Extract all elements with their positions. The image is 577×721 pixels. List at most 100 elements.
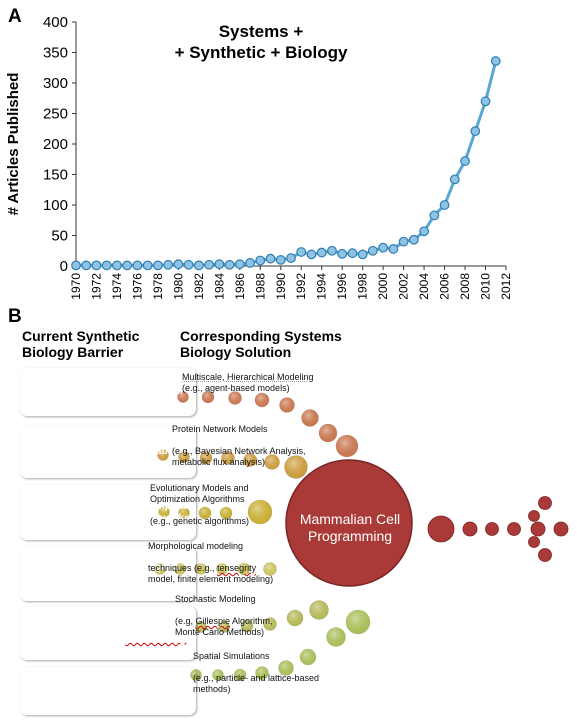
dot-highlight — [154, 563, 166, 575]
dot-highlight — [264, 454, 280, 470]
dot-highlight — [255, 393, 269, 407]
method-title: Evolutionary Models and Optimization Alg… — [150, 483, 249, 504]
barrier-text: Engineering cellular systems robust to b… — [25, 621, 191, 645]
data-point — [163, 259, 174, 270]
data-point — [101, 260, 112, 271]
dot-highlight — [178, 507, 190, 519]
core-circle — [285, 459, 413, 587]
x-tick-label: 1990 — [274, 273, 288, 300]
y-tick-label: 250 — [43, 106, 68, 123]
dot-highlight — [178, 451, 190, 463]
method-label-stochastic: Stochastic Modeling (e.g, Gillespie Algo… — [175, 583, 273, 649]
method-example-part: (e.g, — [175, 616, 196, 626]
barrier-text: Characterizing population-level emergent… — [33, 374, 183, 409]
data-point — [204, 259, 214, 270]
x-tick-label: 2000 — [376, 273, 390, 300]
barrier-text: Predicting cell morphological changes — [37, 561, 179, 585]
x-tick-label: 1978 — [151, 273, 165, 300]
barrier-box-spatial: Characterizing intracellular spatial cue… — [20, 667, 196, 715]
y-tick-label: 150 — [43, 167, 68, 184]
barrier-box-pathways: Forecasting interactions and dynamics in… — [20, 426, 196, 478]
y-axis-label: # Articles Published — [5, 73, 22, 216]
data-point — [439, 200, 450, 210]
dot-highlight — [202, 391, 214, 403]
data-point — [142, 260, 153, 271]
method-example: (e.g., genetic algorithms) — [150, 516, 250, 526]
y-tick-label: 0 — [60, 258, 68, 275]
chart-title-line: Systems + — [219, 22, 304, 41]
x-tick-label: 1984 — [212, 273, 226, 300]
chart-title-line: + Synthetic + Biology — [175, 43, 348, 62]
dot-highlight — [326, 627, 346, 647]
dot-highlight — [346, 610, 370, 634]
dot-highlight — [199, 507, 211, 519]
method-title: Multiscale, Hierarchical Modeling — [182, 372, 314, 382]
data-point — [153, 260, 163, 271]
data-point — [71, 260, 81, 271]
x-tick-label: 1982 — [192, 273, 206, 300]
data-point — [429, 210, 440, 221]
x-tick-label: 2012 — [499, 273, 513, 300]
articles-line-chart: 0 50 100 150 200 250 300 350 400 1970 1972 1974 1976… — [5, 14, 513, 300]
barrier-box-stochasticity: Engineering cellular systems robust to b… — [20, 606, 196, 660]
data-point — [214, 259, 225, 270]
data-point — [245, 258, 255, 268]
dot-highlight — [228, 391, 242, 405]
x-tick-label: 1994 — [315, 273, 329, 300]
barrier-box-morphology: Predicting cell morphological changes — [20, 546, 196, 601]
data-point — [460, 156, 470, 166]
data-point — [368, 245, 378, 256]
dot-highlight — [174, 563, 186, 575]
panel-a-letter: A — [8, 6, 22, 27]
y-tick-label: 100 — [43, 197, 68, 214]
dot-highlight — [319, 424, 337, 442]
barrier-text: Characterizing intracellular spatial cue… — [26, 679, 190, 702]
data-point — [490, 56, 501, 66]
method-example-part: tensegrity — [217, 563, 257, 573]
barrier-text: Constant adaptation and temporal state c… — [26, 500, 190, 524]
output-dot — [530, 521, 546, 537]
output-dot — [507, 522, 521, 536]
output-dot — [528, 536, 540, 548]
method-title: Morphological modeling — [148, 541, 244, 551]
data-point — [173, 259, 184, 270]
data-point — [91, 260, 102, 271]
data-point — [480, 96, 491, 107]
method-label-evolutionary: Evolutionary Models and Optimization Alg… — [150, 472, 249, 538]
core-circle-label: Mammalian Cell Programming — [299, 511, 401, 544]
data-point — [316, 247, 327, 258]
dot-highlight — [263, 617, 277, 631]
method-example-part: Algorithm, Monte Carlo Methods) — [175, 616, 273, 637]
y-tick-label: 200 — [43, 136, 68, 153]
data-point — [234, 259, 245, 270]
data-point — [337, 248, 348, 259]
output-dot — [485, 522, 499, 536]
output-dot — [538, 548, 552, 562]
x-tick-label: 1986 — [233, 273, 247, 300]
x-tick-label: 1972 — [89, 273, 103, 300]
data-point — [275, 254, 286, 265]
output-dot — [538, 496, 552, 510]
x-tick-label: 2002 — [397, 273, 411, 300]
method-example-part: techniques (e.g., — [148, 563, 218, 573]
method-title: Stochastic Modeling — [175, 594, 256, 604]
dot-highlight — [243, 453, 257, 467]
dot-highlight — [279, 397, 295, 413]
dot-highlight — [195, 621, 207, 633]
dot-highlight — [263, 562, 277, 576]
method-example: (e.g., Bayesian Network Analysis, metabo… — [172, 446, 306, 467]
data-point — [306, 249, 317, 260]
method-label-morphological: Morphological modeling techniques (e.g.,… — [148, 530, 273, 596]
x-tick-label: 2004 — [417, 273, 431, 300]
barrier-text-part: stochasticity — [125, 633, 187, 644]
y-tick-label: 400 — [43, 14, 68, 31]
solution-column-heading: Corresponding Systems Biology Solution — [180, 328, 342, 360]
output-dot — [553, 521, 569, 537]
data-point — [470, 126, 481, 137]
data-point — [357, 249, 368, 260]
dot-highlight — [177, 391, 189, 403]
method-title: Spatial Simulations — [193, 651, 270, 661]
panel-b-letter: B — [8, 306, 22, 327]
x-tick-label: 2010 — [479, 273, 493, 300]
data-point — [286, 253, 296, 263]
